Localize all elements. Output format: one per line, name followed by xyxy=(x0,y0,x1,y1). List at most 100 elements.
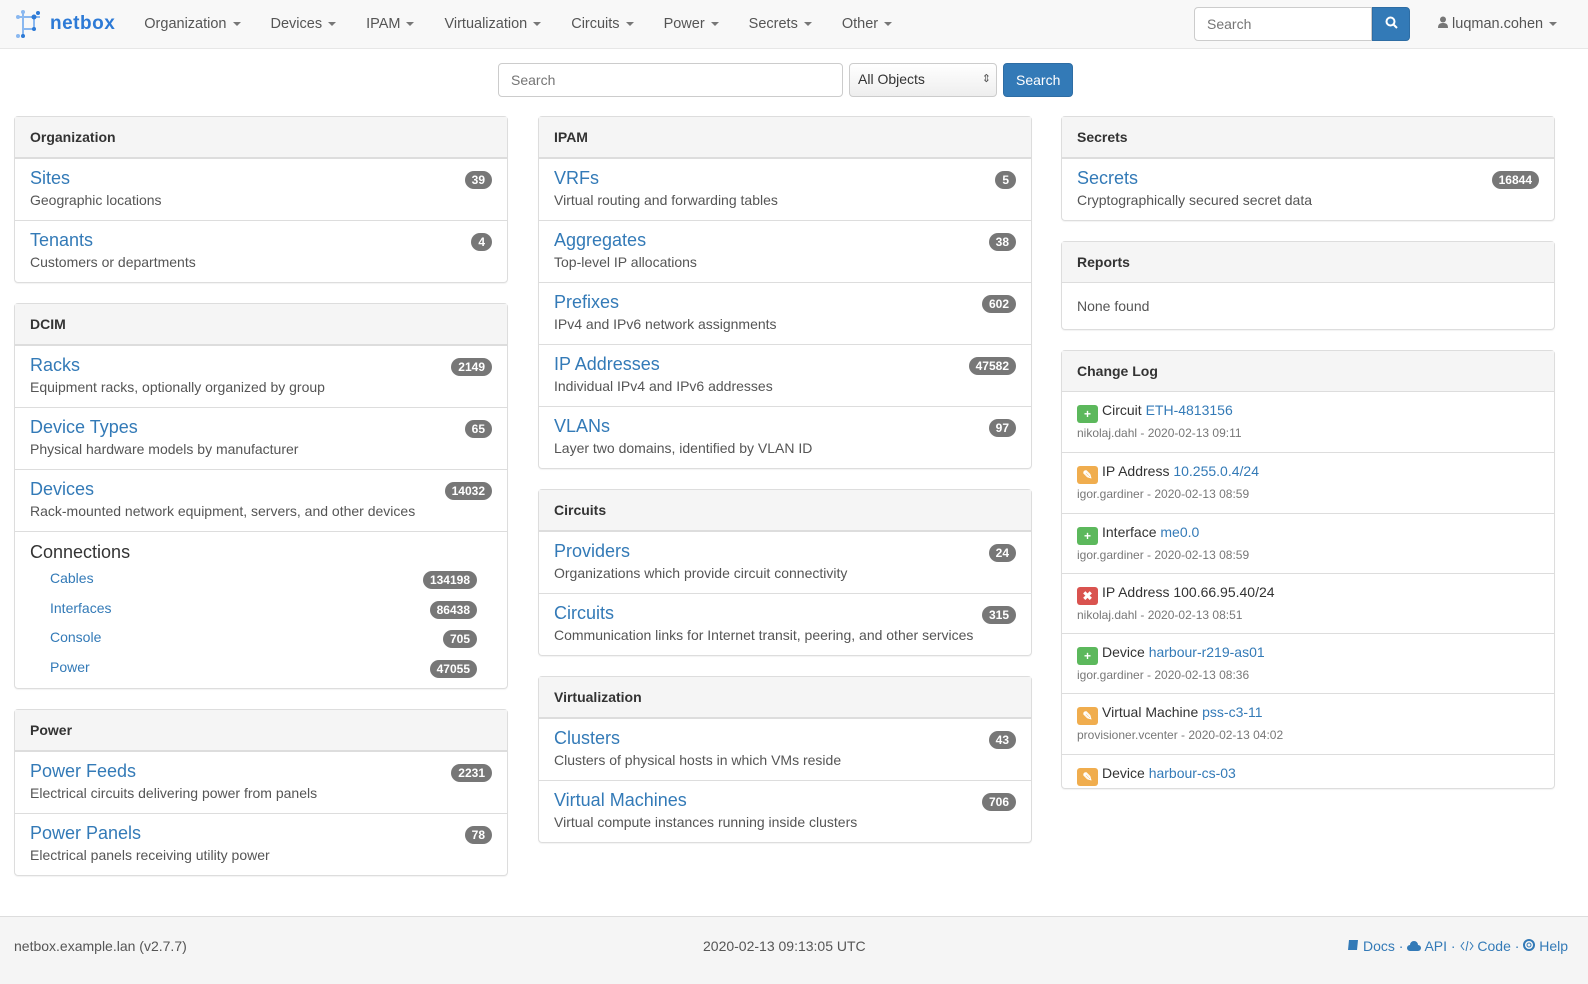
ip-addresses-link[interactable]: IP Addresses xyxy=(554,354,660,374)
vrfs-link[interactable]: VRFs xyxy=(554,168,599,188)
code-icon xyxy=(1459,940,1474,952)
changelog-list[interactable]: + Circuit ETH-4813156 nikolaj.dahl - 2020-… xyxy=(1062,392,1554,788)
list-item: Secrets Cryptographically secured secret … xyxy=(1062,158,1554,220)
object-link[interactable]: ETH-4813156 xyxy=(1145,402,1233,418)
changelog-entry: ✎ Virtual Machine pss-c3-11 provisioner.vc… xyxy=(1062,693,1554,753)
count-badge: 4 xyxy=(471,233,492,251)
list-item: Cables 134198 xyxy=(30,564,492,594)
panel-heading: Organization xyxy=(15,117,507,158)
chevron-down-icon xyxy=(1549,22,1558,27)
changelog-meta: nikolaj.dahl - 2020-02-13 08:51 xyxy=(1077,607,1243,622)
list-item: Interfaces 86438 xyxy=(30,594,492,624)
plus-icon: + xyxy=(1077,647,1098,666)
list-item: Clusters Clusters of physical hosts in wh… xyxy=(539,718,1031,780)
search-input[interactable] xyxy=(498,63,843,97)
secrets-link[interactable]: Secrets xyxy=(1077,168,1139,188)
item-description: Rack-mounted network equipment, servers,… xyxy=(30,503,416,519)
circuits-link[interactable]: Circuits xyxy=(554,603,615,623)
count-badge: 47055 xyxy=(429,659,477,678)
menu-other[interactable]: Other xyxy=(827,0,907,48)
panel-organization: Organization Sites Geographic locations 39 T… xyxy=(14,116,508,283)
power-feeds-link[interactable]: Power Feeds xyxy=(30,761,137,781)
power-panels-link[interactable]: Power Panels xyxy=(30,823,142,843)
brand-logo[interactable]: netbox xyxy=(14,9,115,39)
object-type-select[interactable]: All Objects xyxy=(849,63,997,97)
aggregates-link[interactable]: Aggregates xyxy=(554,230,647,250)
device-types-link[interactable]: Device Types xyxy=(30,417,138,437)
list-item: Racks Equipment racks, optionally organiz… xyxy=(15,345,507,407)
interfaces-link[interactable]: Interfaces xyxy=(50,599,112,616)
providers-link[interactable]: Providers xyxy=(554,541,631,561)
menu-organization[interactable]: Organization xyxy=(129,0,255,48)
panel-heading: Circuits xyxy=(539,490,1031,531)
docs-link[interactable]: Docs xyxy=(1347,938,1395,954)
menu-label: Devices xyxy=(270,16,323,32)
object-link[interactable]: harbour-cs-03 xyxy=(1148,764,1236,781)
count-badge: 24 xyxy=(988,544,1016,562)
object-type: IP Address xyxy=(1102,463,1170,480)
panel-heading: Change Log xyxy=(1062,351,1554,392)
tenants-link[interactable]: Tenants xyxy=(30,230,94,250)
menu-circuits[interactable]: Circuits xyxy=(556,0,648,48)
menu-label: Circuits xyxy=(571,16,620,32)
menu-label: Power xyxy=(663,16,705,32)
help-link[interactable]: Help xyxy=(1523,938,1568,954)
netbox-logo-icon xyxy=(16,10,40,38)
menu-secrets[interactable]: Secrets xyxy=(734,0,827,48)
count-badge: 86438 xyxy=(429,600,477,619)
menu-power[interactable]: Power xyxy=(649,0,734,48)
sites-link[interactable]: Sites xyxy=(30,168,71,188)
object-link[interactable]: harbour-r219-as01 xyxy=(1148,644,1265,661)
power-link[interactable]: Power xyxy=(50,658,90,675)
object-link[interactable]: pss-c3-11 xyxy=(1202,704,1263,721)
item-description: Communication links for Internet transit… xyxy=(554,627,974,643)
list-item: Prefixes IPv4 and IPv6 network assignment… xyxy=(539,282,1031,344)
search-button[interactable]: Search xyxy=(1003,63,1074,97)
menu-label: Secrets xyxy=(748,16,798,32)
racks-link[interactable]: Racks xyxy=(30,355,81,375)
panel-heading: Virtualization xyxy=(539,677,1031,718)
count-badge: 65 xyxy=(464,420,492,438)
clusters-link[interactable]: Clusters xyxy=(554,728,621,748)
item-description: Clusters of physical hosts in which VMs … xyxy=(554,752,842,768)
virtual-machines-link[interactable]: Virtual Machines xyxy=(554,790,687,810)
changelog-meta: igor.gardiner - 2020-02-13 08:59 xyxy=(1077,487,1250,502)
object-link[interactable]: me0.0 xyxy=(1160,523,1200,540)
brand-name: netbox xyxy=(50,13,116,34)
prefixes-link[interactable]: Prefixes xyxy=(554,292,620,312)
changelog-entry: + Circuit ETH-4813156 nikolaj.dahl - 2020-… xyxy=(1062,392,1554,452)
menu-label: Other xyxy=(841,16,879,32)
panel-secrets: Secrets Secrets Cryptographically secured … xyxy=(1061,116,1555,221)
vlans-link[interactable]: VLANs xyxy=(554,416,611,436)
panel-heading: Reports xyxy=(1062,242,1554,283)
navbar-search-input[interactable] xyxy=(1194,7,1372,41)
api-link[interactable]: API xyxy=(1407,938,1447,954)
list-item: Aggregates Top-level IP allocations 38 xyxy=(539,220,1031,282)
life-ring-icon xyxy=(1523,939,1536,951)
navbar-search-button[interactable] xyxy=(1372,7,1410,41)
list-item: IP Addresses Individual IPv4 and IPv6 add… xyxy=(539,344,1031,406)
object-link[interactable]: 10.255.0.4/24 xyxy=(1173,463,1259,480)
column: Secrets Secrets Cryptographically secured … xyxy=(1061,116,1555,809)
count-badge: 2231 xyxy=(451,764,492,782)
changelog-entry: ✎ Device harbour-cs-03 xyxy=(1062,753,1554,788)
menu-devices[interactable]: Devices xyxy=(256,0,352,48)
navbar: netbox Organization Devices IPAM Virtualiza… xyxy=(0,0,1588,49)
menu-ipam[interactable]: IPAM xyxy=(351,0,429,48)
pencil-icon: ✎ xyxy=(1077,707,1098,726)
code-link[interactable]: Code xyxy=(1459,938,1511,954)
panel-heading: DCIM xyxy=(15,304,507,345)
connections-heading: Connections xyxy=(30,542,131,562)
chevron-down-icon xyxy=(328,22,337,27)
console-link[interactable]: Console xyxy=(50,629,102,645)
reports-empty: None found xyxy=(1077,298,1150,314)
navbar-search xyxy=(1194,7,1410,41)
footer-time: 2020-02-13 09:13:05 UTC xyxy=(703,938,866,954)
panel-virtualization: Virtualization Clusters Clusters of physic… xyxy=(538,676,1032,843)
devices-link[interactable]: Devices xyxy=(30,479,95,499)
cables-link[interactable]: Cables xyxy=(50,570,94,586)
user-menu[interactable]: luqman.cohen xyxy=(1438,0,1558,48)
changelog-entry: + Device harbour-r219-as01 igor.gardiner -… xyxy=(1062,633,1554,693)
menu-virtualization[interactable]: Virtualization xyxy=(429,0,556,48)
object-type: Circuit xyxy=(1102,402,1142,418)
